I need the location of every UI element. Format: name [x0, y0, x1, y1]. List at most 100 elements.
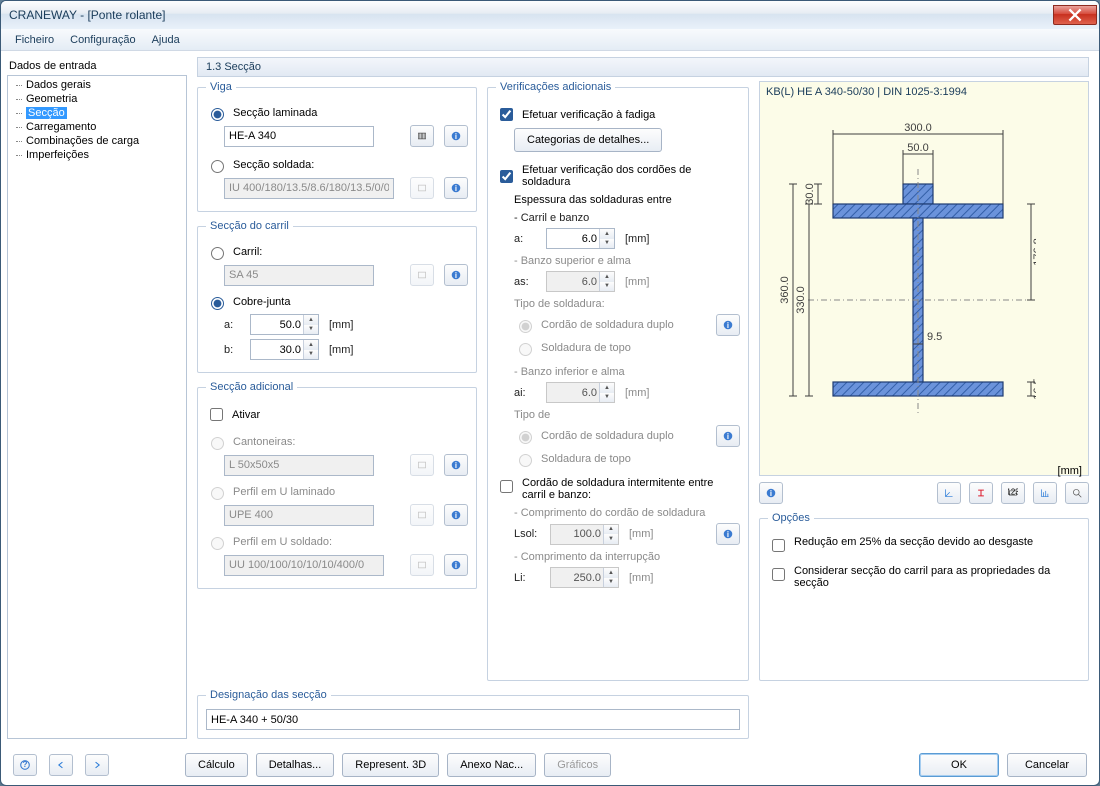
menu-file[interactable]: Ficheiro: [7, 32, 62, 48]
label-ativar: Ativar: [232, 409, 260, 421]
label-u-laminado: Perfil em U laminado: [233, 486, 335, 498]
btn-anexo-nac[interactable]: Anexo Nac...: [447, 753, 536, 777]
spin-weld-a[interactable]: ▲▼: [546, 228, 615, 249]
label-topo-inf: Soldadura de topo: [541, 453, 631, 465]
btn-detalhas[interactable]: Detalhas...: [256, 753, 335, 777]
label-cantoneiras: Cantoneiras:: [233, 436, 295, 448]
svg-text:i: i: [455, 184, 457, 193]
tree-item-carregamento[interactable]: Carregamento: [8, 120, 186, 134]
app-window: CRANEWAY - [Ponte rolante] Ficheiro Conf…: [0, 0, 1100, 786]
check-rail-props[interactable]: [772, 568, 785, 581]
section-diagram-svg: 300.050.030.0360.0330.0176.816.59.5: [768, 104, 1036, 444]
unit-weld-ai: [mm]: [625, 387, 649, 399]
check-ativar[interactable]: [210, 408, 223, 421]
tree-item-combinacoes[interactable]: Combinações de carga: [8, 134, 186, 148]
label-rail-props: Considerar secção do carril para as prop…: [794, 565, 1080, 589]
label-weld-ai: ai:: [514, 387, 540, 399]
svg-text:i: i: [727, 432, 729, 441]
check-intermitente[interactable]: [500, 480, 513, 493]
body-area: Dados de entrada Dados gerais Geometria …: [1, 51, 1099, 745]
label-seccao-laminada: Secção laminada: [233, 107, 317, 119]
label-lsol: Lsol:: [514, 528, 544, 540]
btn-prev[interactable]: [49, 754, 73, 776]
radio-carril[interactable]: [211, 247, 224, 260]
next-icon: [92, 758, 102, 772]
btn-ok[interactable]: OK: [919, 753, 999, 777]
spin-cj-b[interactable]: ▲▼: [250, 339, 319, 360]
btn-library-viga-rolled[interactable]: [410, 125, 434, 147]
svg-text:300.0: 300.0: [904, 122, 932, 134]
group-opcoes-legend: Opções: [768, 512, 814, 524]
input-seccao-laminada[interactable]: [224, 126, 374, 147]
svg-text:i: i: [727, 530, 729, 539]
btn-info-carril[interactable]: i: [444, 264, 468, 286]
btn-categorias-detalhes[interactable]: Categorias de detalhes...: [514, 128, 662, 152]
group-verif-legend: Verificações adicionais: [496, 81, 615, 93]
btn-next[interactable]: [85, 754, 109, 776]
btn-info-cant[interactable]: i: [444, 454, 468, 476]
spin-up-icon[interactable]: ▲: [304, 340, 318, 350]
btn-library-cant: [410, 454, 434, 476]
input-designacao[interactable]: [206, 709, 740, 730]
nav-panel: Dados de entrada Dados gerais Geometria …: [7, 57, 187, 739]
group-designacao: Designação das secção: [197, 689, 749, 739]
svg-text:i: i: [770, 489, 772, 498]
tree-item-geometria[interactable]: Geometria: [8, 92, 186, 106]
spin-down-icon[interactable]: ▼: [304, 350, 318, 360]
tree-item-seccao[interactable]: Secção: [8, 106, 186, 120]
title-bar: CRANEWAY - [Ponte rolante]: [1, 1, 1099, 29]
spin-cj-a[interactable]: ▲▼: [250, 314, 319, 335]
btn-info-diagram[interactable]: i: [759, 482, 783, 504]
check-wear[interactable]: [772, 539, 785, 552]
tree-item-imperfeicoes[interactable]: Imperfeições: [8, 148, 186, 162]
info-icon: i: [451, 508, 461, 522]
btn-info-viga-rolled[interactable]: i: [444, 125, 468, 147]
menu-help[interactable]: Ajuda: [144, 32, 188, 48]
radio-duplo-sup: [519, 320, 532, 333]
btn-cancelar[interactable]: Cancelar: [1007, 753, 1087, 777]
radio-u-laminado: [211, 487, 224, 500]
btn-info-usold[interactable]: i: [444, 554, 468, 576]
btn-info-ulam[interactable]: i: [444, 504, 468, 526]
btn-represent-3d[interactable]: Represent. 3D: [342, 753, 439, 777]
unit-weld-a: [mm]: [625, 233, 649, 245]
close-button[interactable]: [1053, 5, 1097, 25]
svg-text:i: i: [455, 561, 457, 570]
group-verificacoes: Verificações adicionais Efetuar verifica…: [487, 81, 749, 681]
btn-info-viga-welded[interactable]: i: [444, 177, 468, 199]
main-content: 1.3 Secção Viga Secção laminada: [197, 57, 1089, 739]
library-icon: [417, 268, 427, 282]
btn-info-tipo-inf[interactable]: i: [716, 425, 740, 447]
input-cantoneiras: [224, 455, 374, 476]
check-cordoes[interactable]: [500, 170, 513, 183]
svg-text:?: ?: [23, 760, 28, 769]
label-cj-a: a:: [224, 319, 244, 331]
radio-cobrejunta[interactable]: [211, 297, 224, 310]
btn-tool-3[interactable]: 123: [1001, 482, 1025, 504]
btn-calculo[interactable]: Cálculo: [185, 753, 248, 777]
spin-up-icon[interactable]: ▲: [304, 315, 318, 325]
check-fadiga[interactable]: [500, 108, 513, 121]
unit-cj-a: [mm]: [329, 319, 353, 331]
tree-item-dados-gerais[interactable]: Dados gerais: [8, 78, 186, 92]
info-icon: i: [451, 458, 461, 472]
nav-header: Dados de entrada: [7, 57, 187, 75]
btn-tool-5[interactable]: [1065, 482, 1089, 504]
spin-down-icon[interactable]: ▼: [304, 325, 318, 335]
unit-cj-b: [mm]: [329, 344, 353, 356]
btn-info-lsol[interactable]: i: [716, 523, 740, 545]
btn-help[interactable]: ?: [13, 754, 37, 776]
input-seccao-soldada: [224, 178, 394, 199]
btn-info-tipo-sup[interactable]: i: [716, 314, 740, 336]
svg-text:50.0: 50.0: [907, 142, 928, 154]
btn-tool-2[interactable]: [969, 482, 993, 504]
btn-tool-1[interactable]: [937, 482, 961, 504]
radio-seccao-soldada[interactable]: [211, 160, 224, 173]
btn-library-viga-welded: [410, 177, 434, 199]
btn-tool-4[interactable]: [1033, 482, 1057, 504]
menu-config[interactable]: Configuração: [62, 32, 143, 48]
group-viga-legend: Viga: [206, 81, 236, 93]
label-cordoes: Efetuar verificação dos cordões de solda…: [522, 164, 740, 188]
radio-seccao-laminada[interactable]: [211, 108, 224, 121]
btn-library-carril: [410, 264, 434, 286]
